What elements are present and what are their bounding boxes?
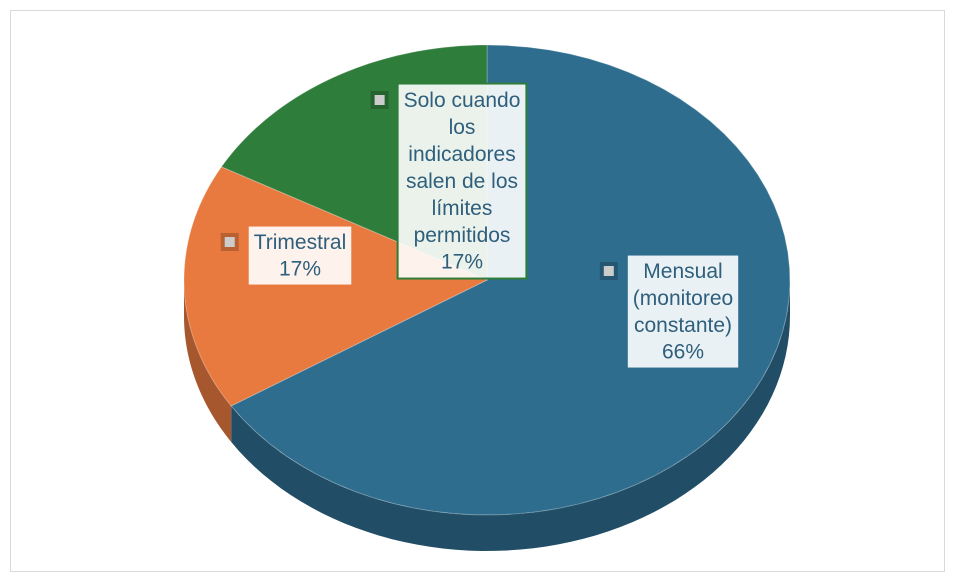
legend-key [599,262,618,280]
label-box [246,224,354,287]
slice [230,44,791,516]
label-box [396,82,528,280]
label-box [625,253,741,370]
slice-side [184,280,232,442]
value-label: 17% [279,258,321,281]
value-label: 66% [662,341,704,364]
legend-key [370,91,389,109]
slice-side [231,280,790,551]
data-label: Mensual (monitoreo constante) 66% [599,253,741,370]
category-label: Trimestral [254,231,347,254]
category-label: Mensual (monitoreo constante) [633,260,733,337]
category-label: Solo cuando los indicadores salen de los lím… [404,89,521,247]
legend-key [220,233,239,251]
data-label: Solo cuando los indicadores salen de los lím… [370,82,528,280]
data-label: Trimestral 17% [220,224,354,287]
value-label: 17% [441,251,483,274]
